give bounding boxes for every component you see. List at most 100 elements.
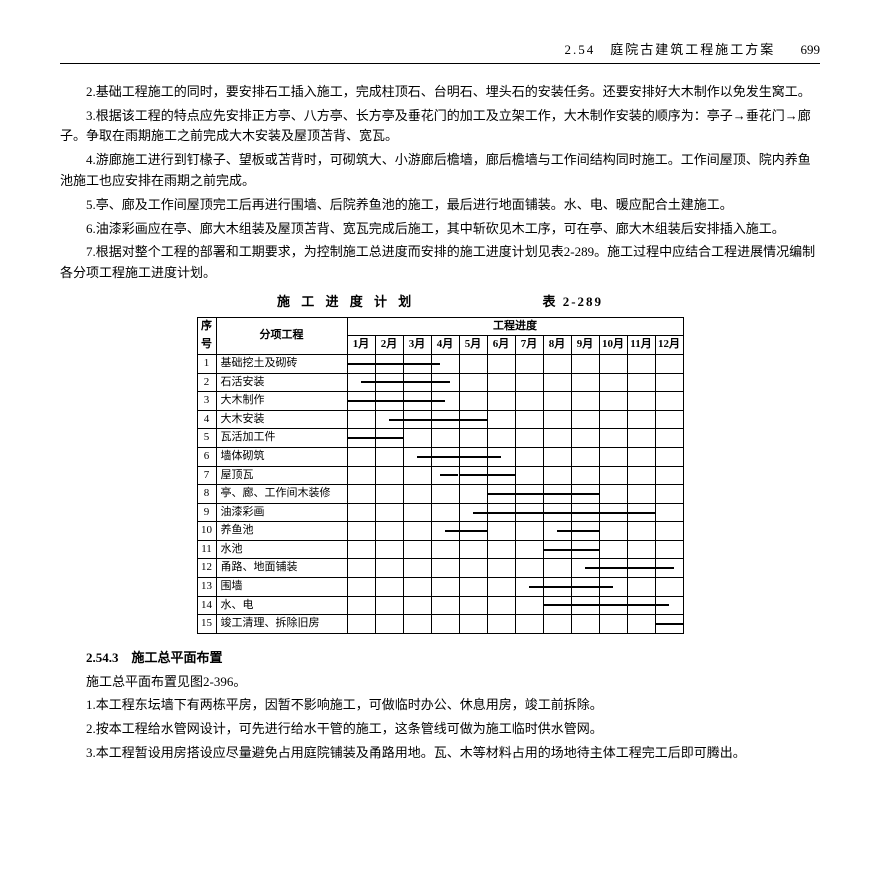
cell-month bbox=[459, 615, 487, 634]
gantt-bar bbox=[544, 493, 571, 495]
table-row: 14水、电 bbox=[197, 596, 683, 615]
gantt-bar bbox=[628, 512, 655, 514]
cell-month bbox=[431, 522, 459, 541]
cell-month bbox=[627, 485, 655, 504]
cell-month bbox=[655, 410, 683, 429]
gantt-bar bbox=[600, 604, 627, 606]
gantt-bar bbox=[440, 474, 459, 476]
month-header: 4月 bbox=[431, 336, 459, 355]
col-name: 分项工程 bbox=[216, 317, 347, 354]
cell-month bbox=[627, 410, 655, 429]
gantt-bar bbox=[544, 586, 571, 588]
cell-name: 石活安装 bbox=[216, 373, 347, 392]
month-header: 3月 bbox=[403, 336, 431, 355]
cell-month bbox=[487, 540, 515, 559]
cell-month bbox=[459, 447, 487, 466]
cell-name: 围墙 bbox=[216, 578, 347, 597]
cell-month bbox=[599, 354, 627, 373]
cell-month bbox=[571, 392, 599, 411]
cell-month bbox=[599, 540, 627, 559]
cell-month bbox=[459, 522, 487, 541]
gantt-bar bbox=[529, 586, 543, 588]
cell-month bbox=[403, 615, 431, 634]
cell-month bbox=[375, 354, 403, 373]
cell-month bbox=[655, 485, 683, 504]
gantt-bar bbox=[404, 363, 431, 365]
cell-month bbox=[431, 373, 459, 392]
cell-month bbox=[543, 373, 571, 392]
cell-month bbox=[599, 410, 627, 429]
cell-month bbox=[655, 447, 683, 466]
cell-seq: 8 bbox=[197, 485, 216, 504]
cell-month bbox=[403, 503, 431, 522]
cell-month bbox=[627, 559, 655, 578]
gantt-bar bbox=[488, 512, 515, 514]
cell-name: 竣工清理、拆除旧房 bbox=[216, 615, 347, 634]
cell-month bbox=[515, 466, 543, 485]
gantt-bar bbox=[572, 512, 599, 514]
cell-month bbox=[459, 392, 487, 411]
month-header: 11月 bbox=[627, 336, 655, 355]
cell-month bbox=[459, 540, 487, 559]
running-header: 2.54 庭院古建筑工程施工方案 699 bbox=[60, 40, 820, 64]
cell-month bbox=[487, 559, 515, 578]
table-row: 11水池 bbox=[197, 540, 683, 559]
month-header: 8月 bbox=[543, 336, 571, 355]
cell-month bbox=[627, 578, 655, 597]
paragraph: 5.亭、廊及工作间屋顶完工后再进行围墙、后院养鱼池的施工，最后进行地面铺装。水、… bbox=[60, 195, 820, 216]
cell-month bbox=[599, 559, 627, 578]
gantt-bar bbox=[516, 493, 543, 495]
month-header: 9月 bbox=[571, 336, 599, 355]
paragraph: 6.油漆彩画应在亭、廊大木组装及屋顶苫背、宽瓦完成后施工，其中斩砍见木工序，可在… bbox=[60, 219, 820, 240]
cell-seq: 9 bbox=[197, 503, 216, 522]
gantt-bar bbox=[585, 567, 599, 569]
gantt-bar bbox=[600, 512, 627, 514]
cell-month bbox=[655, 596, 683, 615]
cell-seq: 7 bbox=[197, 466, 216, 485]
cell-month bbox=[543, 578, 571, 597]
cell-month bbox=[599, 466, 627, 485]
cell-month bbox=[627, 503, 655, 522]
gantt-bar bbox=[544, 549, 571, 551]
gantt-bar bbox=[572, 586, 599, 588]
cell-seq: 10 bbox=[197, 522, 216, 541]
cell-month bbox=[515, 596, 543, 615]
gantt-bar bbox=[600, 586, 614, 588]
cell-month bbox=[459, 373, 487, 392]
gantt-bar bbox=[376, 381, 403, 383]
gantt-bar bbox=[348, 363, 375, 365]
section-heading: 2.54.3 施工总平面布置 bbox=[60, 648, 820, 669]
paragraph: 3.根据该工程的特点应先安排正方亭、八方亭、长方亭及垂花门的加工及立架工作，大木… bbox=[60, 106, 820, 148]
cell-name: 水、电 bbox=[216, 596, 347, 615]
cell-month bbox=[655, 354, 683, 373]
gantt-bar bbox=[445, 530, 459, 532]
cell-month bbox=[347, 392, 375, 411]
cell-name: 瓦活加工件 bbox=[216, 429, 347, 448]
cell-month bbox=[571, 373, 599, 392]
cell-month bbox=[375, 410, 403, 429]
cell-month bbox=[459, 429, 487, 448]
paragraph: 7.根据对整个工程的部署和工期要求，为控制施工总进度而安排的施工进度计划见表2-… bbox=[60, 242, 820, 284]
cell-month bbox=[431, 447, 459, 466]
cell-month bbox=[599, 522, 627, 541]
gantt-bar bbox=[557, 530, 571, 532]
cell-month bbox=[543, 466, 571, 485]
cell-month bbox=[599, 392, 627, 411]
gantt-bar bbox=[361, 381, 375, 383]
col-progress: 工程进度 bbox=[347, 317, 683, 336]
cell-month bbox=[347, 466, 375, 485]
paragraph: 施工总平面布置见图2-396。 bbox=[60, 672, 820, 693]
cell-month bbox=[515, 429, 543, 448]
gantt-bar bbox=[473, 512, 487, 514]
cell-month bbox=[431, 485, 459, 504]
cell-name: 养鱼池 bbox=[216, 522, 347, 541]
cell-month bbox=[543, 559, 571, 578]
cell-month bbox=[515, 540, 543, 559]
cell-month bbox=[487, 615, 515, 634]
cell-name: 墙体砌筑 bbox=[216, 447, 347, 466]
cell-month bbox=[403, 354, 431, 373]
cell-month bbox=[459, 559, 487, 578]
table-title: 施 工 进 度 计 划 表 2-289 bbox=[60, 292, 820, 313]
table-row: 2石活安装 bbox=[197, 373, 683, 392]
cell-month bbox=[655, 373, 683, 392]
